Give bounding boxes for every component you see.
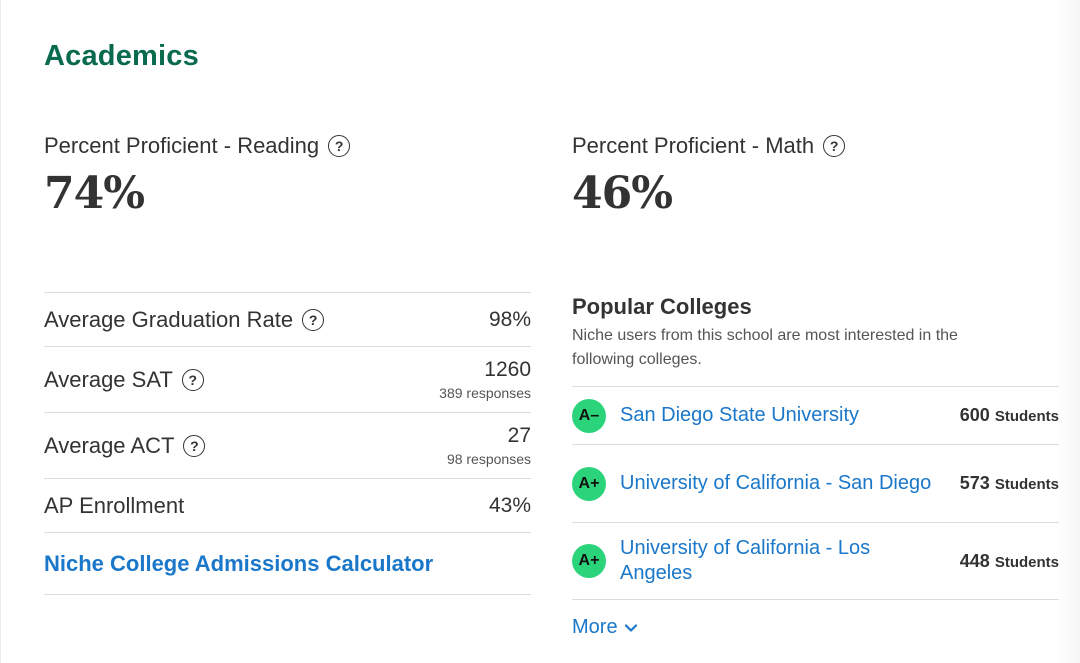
academic-facts-list: Average Graduation Rate ? 98% Average SA… xyxy=(44,292,531,595)
question-circle-icon[interactable]: ? xyxy=(181,368,204,391)
reading-value: 74% xyxy=(44,168,145,219)
more-colleges-button[interactable]: More xyxy=(572,616,1059,639)
popular-colleges: Popular Colleges Niche users from this s… xyxy=(572,294,1059,639)
fact-value: 43% xyxy=(488,493,531,517)
college-name-link[interactable]: University of California - San Diego xyxy=(620,472,932,494)
question-circle-icon[interactable]: ? xyxy=(823,135,846,157)
college-student-count: 573 Students xyxy=(960,473,1059,494)
grade-badge: A+ xyxy=(572,544,606,578)
student-count-number: 600 xyxy=(959,405,990,425)
question-circle-icon[interactable]: ? xyxy=(328,135,351,157)
college-student-count: 600 Students xyxy=(960,405,1059,426)
popular-colleges-title: Popular Colleges xyxy=(572,294,752,319)
college-row: A– San Diego State University 600 Studen… xyxy=(572,386,1059,444)
student-count-unit: Students xyxy=(994,408,1059,425)
grade-badge: A– xyxy=(572,398,606,433)
fact-label: Average Graduation Rate xyxy=(44,306,294,332)
grade-badge: A+ xyxy=(572,466,606,501)
student-count-unit: Students xyxy=(994,553,1059,571)
fact-row-sat: Average SAT ? 1260 389 responses xyxy=(44,346,531,412)
math-label: Percent Proficient - Math xyxy=(572,133,815,158)
college-student-count: 448 Students xyxy=(960,551,1059,572)
question-circle-icon[interactable]: ? xyxy=(183,434,206,457)
student-count-unit: Students xyxy=(994,476,1059,493)
chevron-down-icon xyxy=(624,623,637,632)
college-list: A– San Diego State University 600 Studen… xyxy=(572,386,1059,600)
admissions-calculator-link[interactable]: Niche College Admissions Calculator xyxy=(44,550,434,576)
question-circle-icon[interactable]: ? xyxy=(302,308,325,331)
scroll-fade xyxy=(1056,0,1080,663)
fact-row-act: Average ACT ? 27 98 responses xyxy=(44,412,531,478)
more-label: More xyxy=(572,616,618,638)
college-name-link[interactable]: University of California - Los Angeles xyxy=(620,537,871,584)
student-count-number: 573 xyxy=(959,473,990,493)
student-count-number: 448 xyxy=(959,550,990,571)
fact-value: 98% xyxy=(488,307,531,331)
math-proficiency: Percent Proficient - Math ? 46% xyxy=(572,130,846,219)
math-value: 46% xyxy=(572,168,673,219)
fact-responses: 98 responses xyxy=(446,451,531,467)
fact-label: Average ACT xyxy=(44,432,175,458)
fact-value: 1260 xyxy=(484,358,531,381)
reading-label: Percent Proficient - Reading xyxy=(44,133,320,158)
popular-colleges-description: Niche users from this school are most in… xyxy=(572,327,958,368)
college-row: A+ University of California - San Diego … xyxy=(572,444,1059,522)
reading-proficiency: Percent Proficient - Reading ? 74% xyxy=(44,130,351,219)
calculator-row: Niche College Admissions Calculator xyxy=(44,532,531,595)
section-title: Academics xyxy=(44,40,199,72)
fact-responses: 389 responses xyxy=(439,385,531,401)
college-row: A+ University of California - Los Angele… xyxy=(572,522,1059,600)
college-name-link[interactable]: San Diego State University xyxy=(620,404,860,426)
fact-label: AP Enrollment xyxy=(44,492,185,518)
fact-row-ap-enrollment: AP Enrollment 43% xyxy=(44,478,531,532)
fact-value: 27 xyxy=(507,424,531,447)
fact-row-graduation-rate: Average Graduation Rate ? 98% xyxy=(44,292,531,346)
fact-label: Average SAT xyxy=(44,366,173,392)
